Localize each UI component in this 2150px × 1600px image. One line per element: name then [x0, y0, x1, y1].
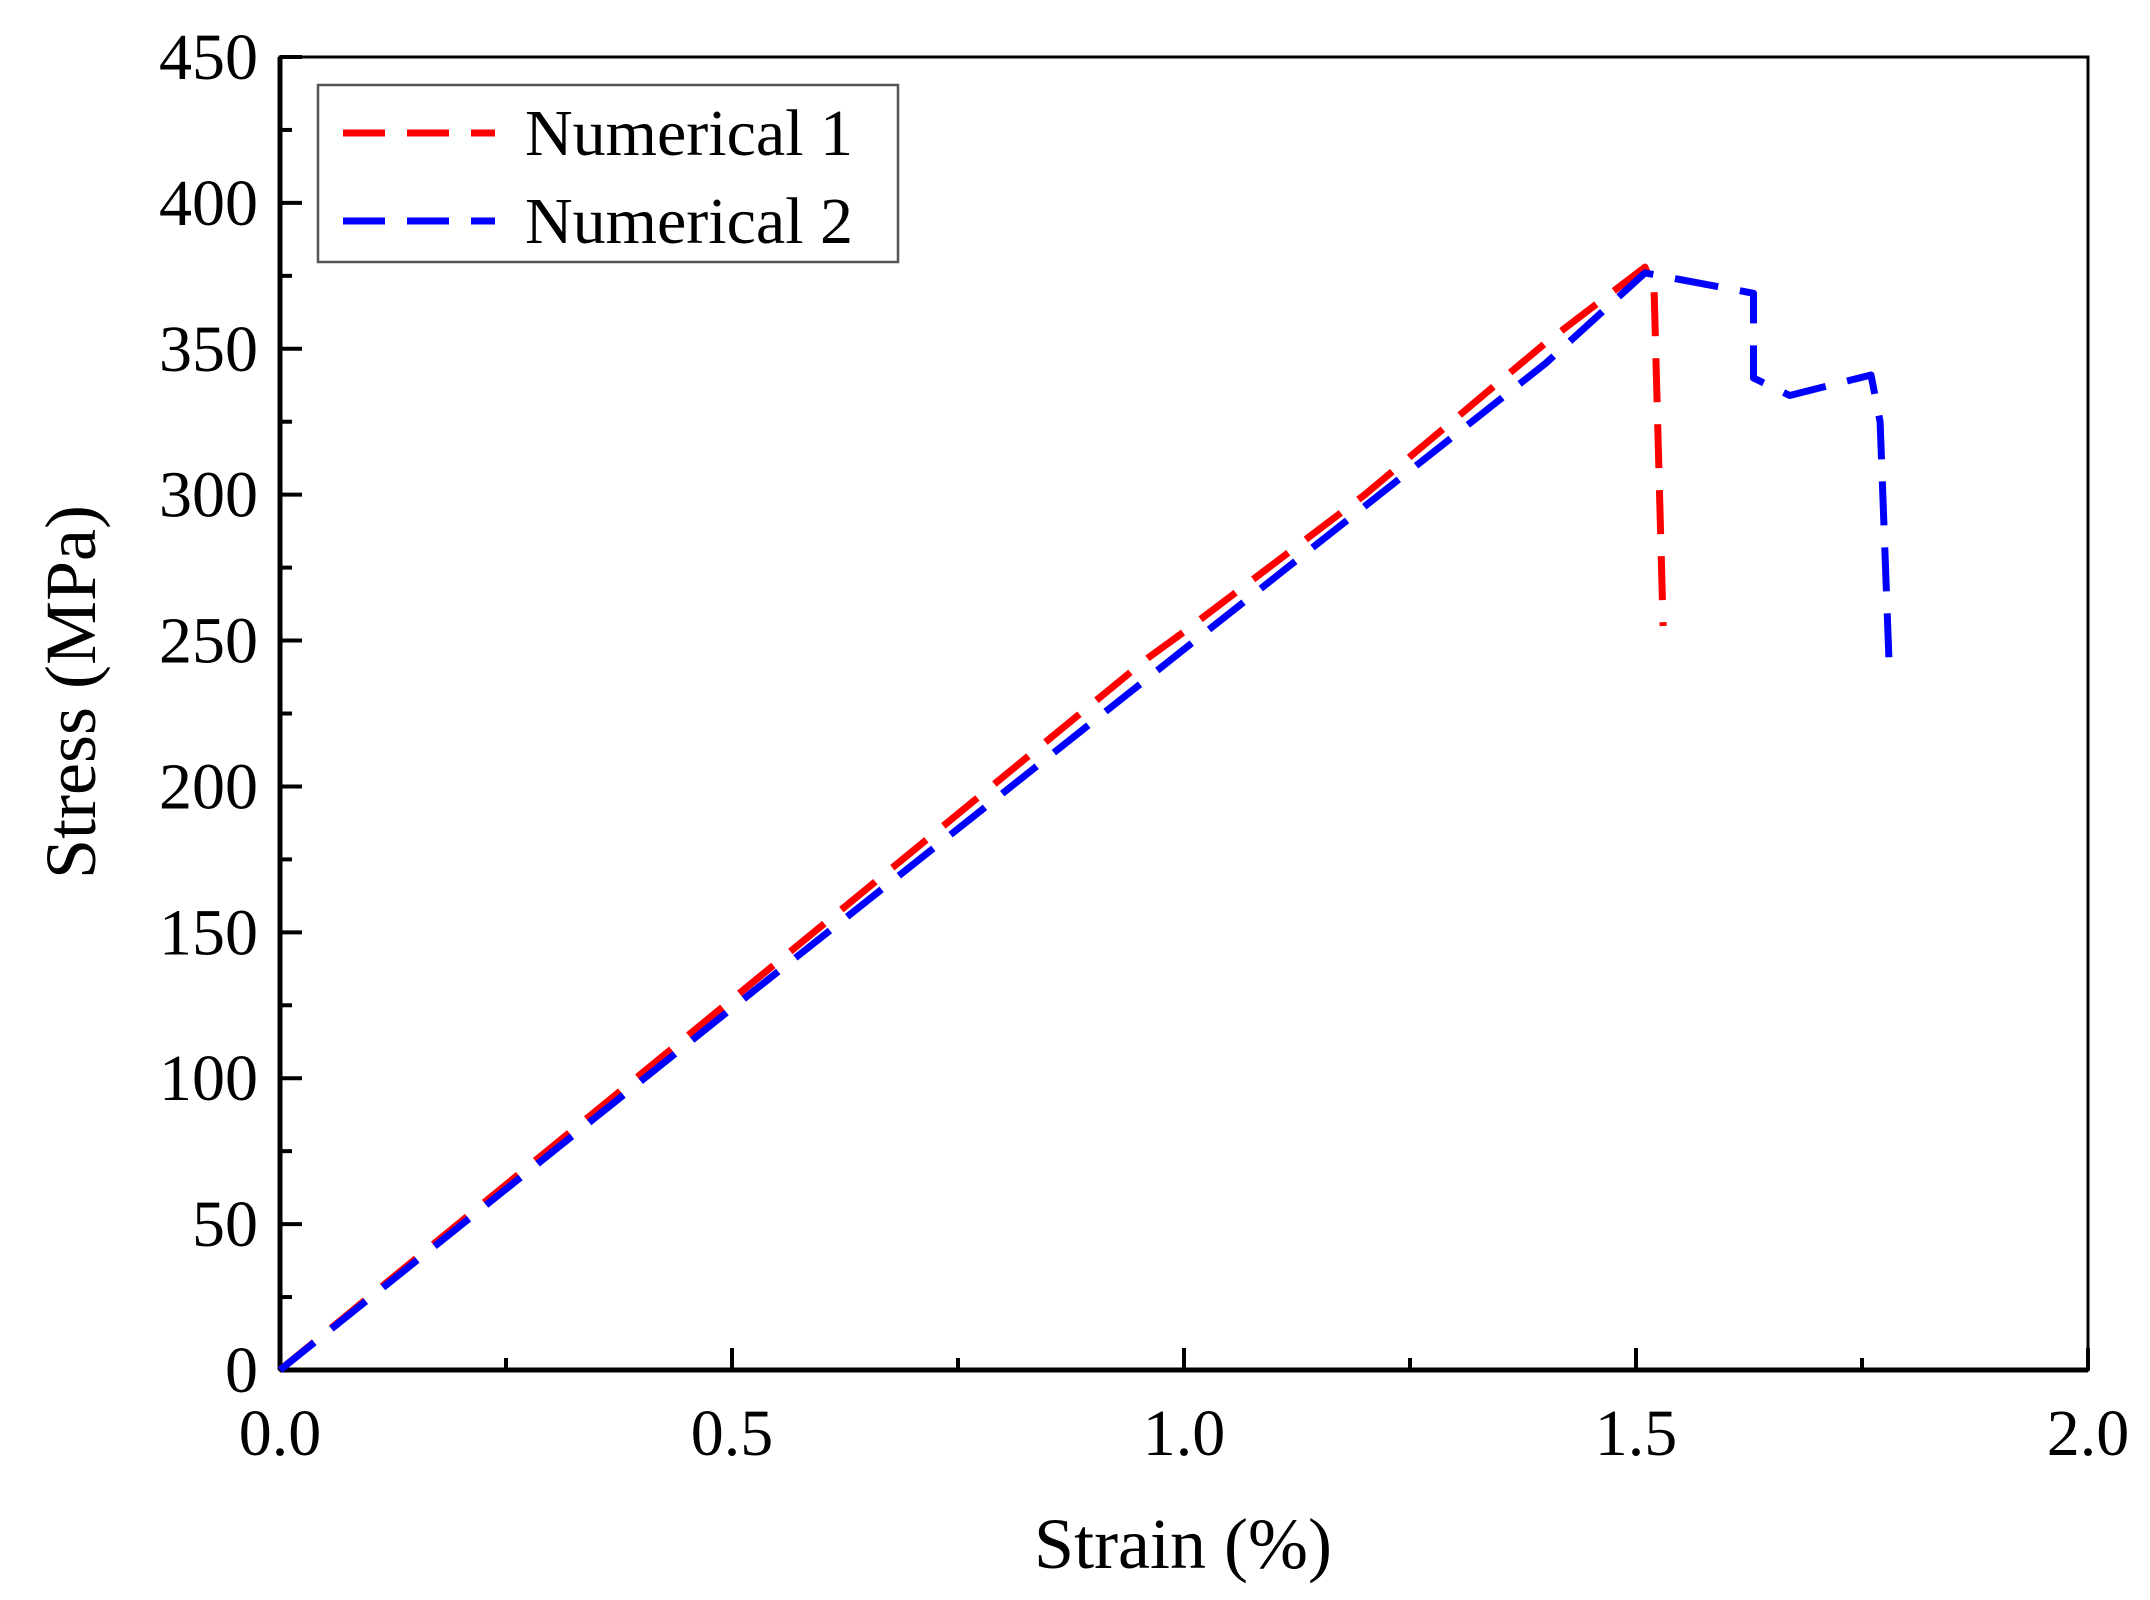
y-tick-label: 0 [225, 1334, 258, 1407]
y-tick-label: 100 [159, 1042, 258, 1115]
legend-box [316, 83, 900, 264]
x-axis: 0.0 0.5 1.0 1.5 2.0 [239, 1348, 2130, 1470]
x-tick-label: 1.5 [1595, 1397, 1678, 1470]
series-layer [277, 263, 1893, 1373]
y-tick-label: 50 [192, 1188, 258, 1261]
series-line-numerical-2 [277, 269, 1893, 1373]
x-axis-title: Strain (%) [1034, 1504, 1332, 1584]
x-tick-label: 0.5 [691, 1397, 774, 1470]
y-axis-title: Stress (MPa) [31, 505, 111, 879]
y-tick-label: 450 [159, 21, 258, 94]
x-tick-label: 0.0 [239, 1397, 322, 1470]
series-line-numerical-1 [277, 263, 1667, 1373]
y-tick-label: 350 [159, 313, 258, 386]
x-tick-label: 1.0 [1143, 1397, 1226, 1470]
y-tick-label: 200 [159, 750, 258, 823]
x-tick-label: 2.0 [2047, 1397, 2130, 1470]
legend-label-numerical-2: Numerical 2 [525, 185, 853, 258]
legend-label-numerical-1: Numerical 1 [525, 97, 853, 170]
legend: Numerical 1 Numerical 2 [316, 83, 900, 264]
y-tick-label: 150 [159, 896, 258, 969]
y-axis: 0 50 100 150 200 250 300 350 400 450 [159, 21, 302, 1407]
y-tick-label: 250 [159, 605, 258, 678]
y-tick-label: 300 [159, 459, 258, 532]
y-tick-label: 400 [159, 167, 258, 240]
